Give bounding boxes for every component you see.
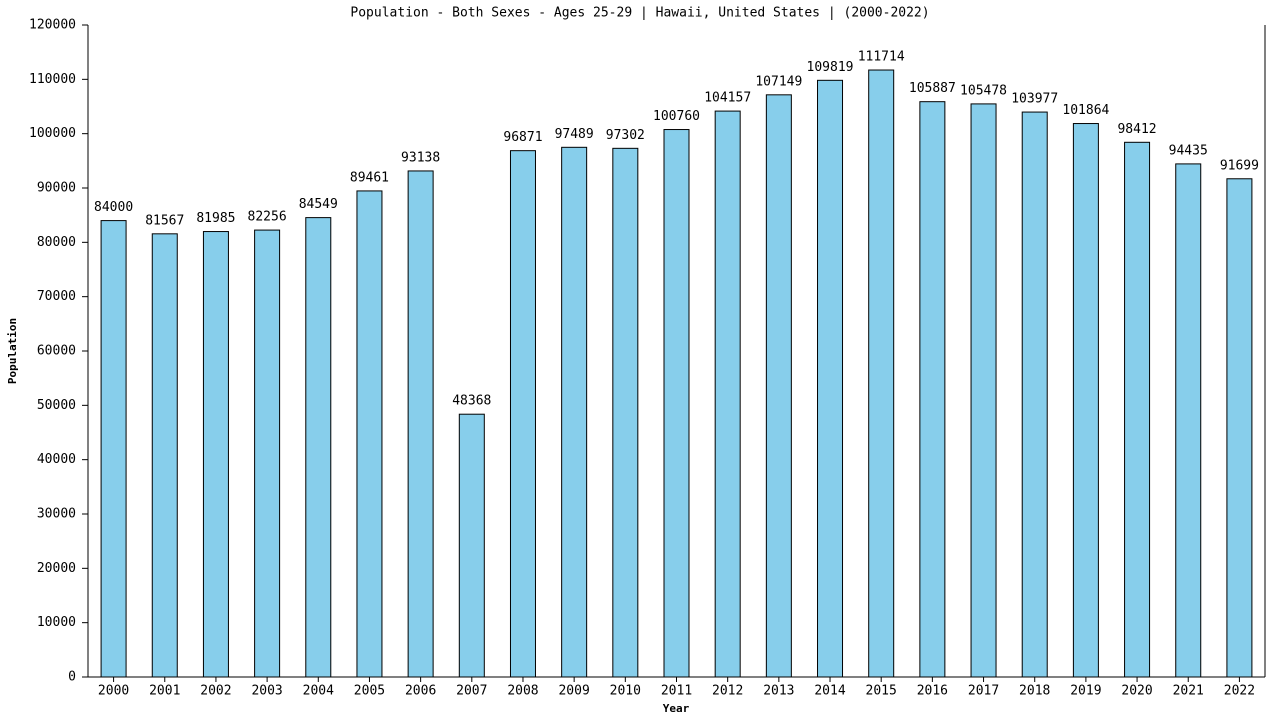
bar [714, 110, 741, 678]
x-tick-label: 2012 [712, 684, 743, 699]
bar [612, 147, 639, 678]
y-tick-label: 0 [68, 670, 76, 685]
x-tick-label: 2004 [303, 684, 334, 699]
value-label: 104157 [704, 91, 751, 106]
y-tick-label: 120000 [29, 18, 76, 33]
x-tick-label: 2011 [661, 684, 692, 699]
x-tick-label: 2022 [1224, 684, 1255, 699]
x-tick-label: 2005 [354, 684, 385, 699]
y-tick-label: 90000 [37, 181, 76, 196]
value-label: 82256 [248, 210, 287, 225]
value-label: 101864 [1062, 103, 1109, 118]
x-tick-label: 2017 [968, 684, 999, 699]
y-tick-label: 30000 [37, 507, 76, 522]
value-label: 84549 [299, 197, 338, 212]
value-label: 97489 [555, 127, 594, 142]
x-tick-label: 2016 [917, 684, 948, 699]
bar [663, 129, 690, 678]
bar [407, 170, 434, 678]
x-tick-label: 2002 [200, 684, 231, 699]
bar [458, 413, 485, 678]
x-axis-title: Year [663, 702, 690, 715]
chart-title: Population - Both Sexes - Ages 25-29 | H… [350, 6, 929, 21]
y-tick-label: 50000 [37, 398, 76, 413]
x-tick-label: 2003 [251, 684, 282, 699]
value-label: 97302 [606, 128, 645, 143]
x-tick-label: 2015 [866, 684, 897, 699]
bar [970, 103, 997, 678]
y-tick-label: 60000 [37, 344, 76, 359]
value-label: 100760 [653, 109, 700, 124]
y-tick-label: 70000 [37, 289, 76, 304]
value-label: 111714 [858, 50, 905, 65]
x-tick-label: 2014 [814, 684, 845, 699]
x-tick-label: 2008 [507, 684, 538, 699]
bar [1021, 111, 1048, 678]
bar [1226, 178, 1253, 678]
bar [254, 229, 281, 678]
value-label: 81985 [196, 211, 235, 226]
value-label: 105478 [960, 83, 1007, 98]
y-axis-title: Population [6, 318, 19, 384]
y-tick-label: 20000 [37, 561, 76, 576]
bar [151, 233, 178, 678]
bar [1072, 123, 1099, 678]
value-label: 81567 [145, 213, 184, 228]
bar [561, 146, 588, 678]
bar [356, 190, 383, 678]
value-label: 91699 [1220, 158, 1259, 173]
x-tick-label: 2013 [763, 684, 794, 699]
bar [1124, 141, 1151, 678]
value-label: 103977 [1011, 92, 1058, 107]
value-label: 93138 [401, 150, 440, 165]
x-tick-label: 2019 [1070, 684, 1101, 699]
value-label: 96871 [503, 130, 542, 145]
x-tick-label: 2018 [1019, 684, 1050, 699]
y-tick-label: 80000 [37, 235, 76, 250]
y-tick-label: 10000 [37, 615, 76, 630]
x-tick-label: 2006 [405, 684, 436, 699]
value-label: 84000 [94, 200, 133, 215]
value-label: 105887 [909, 81, 956, 96]
x-tick-label: 2010 [610, 684, 641, 699]
x-tick-label: 2009 [558, 684, 589, 699]
value-label: 89461 [350, 170, 389, 185]
bar [305, 217, 332, 678]
bar [1175, 163, 1202, 678]
bar [817, 79, 844, 678]
value-label: 109819 [807, 60, 854, 75]
value-label: 98412 [1117, 122, 1156, 137]
y-tick-label: 110000 [29, 72, 76, 87]
x-tick-label: 2020 [1121, 684, 1152, 699]
bar [868, 69, 895, 678]
y-tick-label: 40000 [37, 452, 76, 467]
bar [919, 101, 946, 678]
value-label: 107149 [755, 74, 802, 89]
x-tick-label: 2007 [456, 684, 487, 699]
bar [202, 231, 229, 678]
x-tick-label: 2000 [98, 684, 129, 699]
x-tick-label: 2001 [149, 684, 180, 699]
bar [100, 220, 127, 678]
value-label: 94435 [1169, 143, 1208, 158]
bar [509, 150, 536, 678]
y-tick-label: 100000 [29, 126, 76, 141]
bar [765, 94, 792, 678]
value-label: 48368 [452, 394, 491, 409]
x-tick-label: 2021 [1173, 684, 1204, 699]
